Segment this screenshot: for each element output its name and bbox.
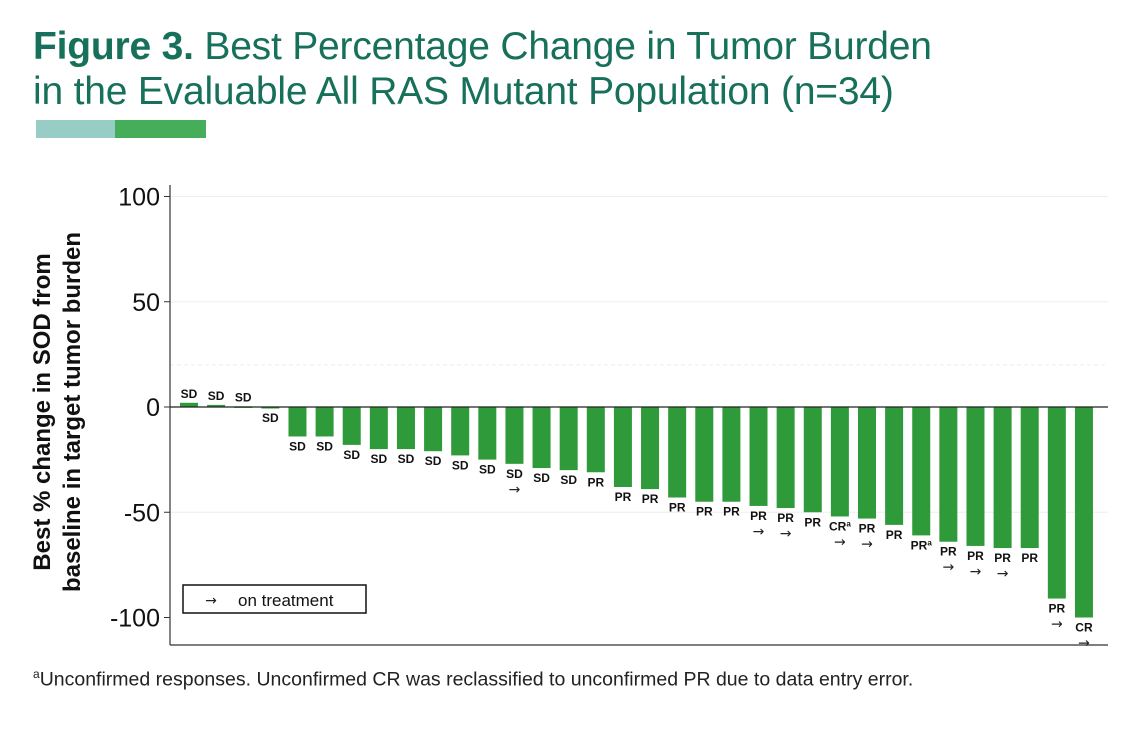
bar-response-label: SD xyxy=(398,452,415,466)
bar xyxy=(993,407,1012,549)
title-line-2: in the Evaluable All RAS Mutant Populati… xyxy=(33,70,894,113)
bar-response-label: PR xyxy=(1021,551,1038,565)
title-line-1: Best Percentage Change in Tumor Burden xyxy=(204,25,932,68)
on-treatment-arrow-icon: → xyxy=(942,560,954,576)
bar-response-label: PR xyxy=(1049,602,1066,616)
bar-response-label: PR xyxy=(777,511,794,525)
bar xyxy=(858,407,876,519)
bar xyxy=(830,407,849,517)
y-tick-label: -100 xyxy=(110,605,160,633)
y-tick-label: 0 xyxy=(146,394,160,422)
bar-response-label: SD xyxy=(208,389,225,403)
bar xyxy=(261,407,280,409)
bar xyxy=(695,407,714,502)
on-treatment-arrow-icon: → xyxy=(753,524,765,540)
bar xyxy=(668,407,687,498)
bar-response-label: SD xyxy=(343,448,360,462)
legend-arrow-icon: → xyxy=(205,593,217,609)
on-treatment-arrow-icon: → xyxy=(834,534,846,550)
accent-bar-light xyxy=(36,120,115,138)
bar xyxy=(315,407,334,437)
bar-response-label: SD xyxy=(506,467,523,481)
accent-bar-dark xyxy=(115,120,206,138)
bar-response-label: SD xyxy=(479,463,496,477)
bar xyxy=(722,407,741,502)
on-treatment-arrow-icon: → xyxy=(861,537,873,553)
bar-response-label: SD xyxy=(235,390,252,404)
unconfirmed-marker: a xyxy=(846,519,851,528)
bar xyxy=(478,407,497,460)
bar xyxy=(342,407,361,445)
on-treatment-arrow-icon: → xyxy=(970,564,982,580)
bar xyxy=(559,407,578,471)
bar xyxy=(803,407,822,513)
bar-response-label: SD xyxy=(289,439,306,453)
bar-response-label: PR xyxy=(642,492,659,506)
bar-response-label: SD xyxy=(452,458,469,472)
unconfirmed-marker: a xyxy=(927,538,932,547)
on-treatment-arrow-icon: → xyxy=(1078,636,1090,652)
bar-response-label: PR xyxy=(967,549,984,563)
bar-response-label: SD xyxy=(371,452,388,466)
bar-response-label: PR xyxy=(723,505,740,519)
bar-response-label: PRa xyxy=(911,538,933,552)
bar xyxy=(180,402,198,407)
bar xyxy=(505,407,524,464)
bar-response-label: PR xyxy=(669,501,686,515)
bar-response-label: PR xyxy=(886,528,903,542)
on-treatment-arrow-icon: → xyxy=(997,566,1009,582)
bar xyxy=(369,407,388,450)
y-tick-label: 100 xyxy=(118,184,160,212)
bar xyxy=(613,407,632,487)
bar-response-label: SD xyxy=(262,411,279,425)
bar-response-label: PR xyxy=(696,505,713,519)
bar xyxy=(1047,407,1066,599)
bar xyxy=(749,407,768,506)
bar xyxy=(586,407,605,473)
footnote-text: Unconfirmed responses. Unconfirmed CR wa… xyxy=(39,668,914,691)
bar-response-label: SD xyxy=(425,454,442,468)
bar-response-label: SD xyxy=(560,473,577,487)
y-tick-label: -50 xyxy=(124,499,160,527)
footnote-marker: a xyxy=(33,667,40,681)
bar xyxy=(1074,407,1093,618)
y-tick-label: 50 xyxy=(132,289,160,317)
legend-box xyxy=(182,584,367,614)
bar xyxy=(424,407,443,452)
bar-response-label: SD xyxy=(181,387,198,401)
bar-response-label: PR xyxy=(859,522,876,536)
bar xyxy=(207,404,226,407)
bar-response-label: PR xyxy=(994,551,1011,565)
legend-label: on treatment xyxy=(238,591,334,610)
bar-response-label: PR xyxy=(587,475,604,489)
figure-label: Figure 3. xyxy=(33,25,194,68)
bar xyxy=(966,407,985,546)
bar-response-label: SD xyxy=(316,439,333,453)
bar xyxy=(1020,407,1039,549)
bar-response-label: CRa xyxy=(829,519,851,533)
bar-response-label: CR xyxy=(1075,621,1093,635)
bar xyxy=(885,407,904,525)
bar-response-label: PR xyxy=(615,490,632,504)
on-treatment-arrow-icon: → xyxy=(780,526,792,542)
bar xyxy=(776,407,795,509)
bar xyxy=(641,407,660,490)
footnote: aUnconfirmed responses. Unconfirmed CR w… xyxy=(33,662,1033,692)
bar xyxy=(451,407,470,456)
bar xyxy=(939,407,958,542)
bar xyxy=(912,407,931,536)
bar xyxy=(288,407,307,437)
bar-response-label: PR xyxy=(804,515,821,529)
y-axis-label-line1: Best % change in SOD from xyxy=(29,253,56,570)
bar xyxy=(396,407,415,450)
bar-response-label: PR xyxy=(940,545,957,559)
bar-response-label: SD xyxy=(533,471,550,485)
figure-title: Figure 3. Best Percentage Change in Tumo… xyxy=(33,24,932,114)
y-axis-label-line2: baseline in target tumor burden xyxy=(59,232,86,592)
on-treatment-arrow-icon: → xyxy=(509,482,521,498)
on-treatment-arrow-icon: → xyxy=(1051,617,1063,633)
bar xyxy=(532,407,551,469)
bar-response-label: PR xyxy=(750,509,767,523)
